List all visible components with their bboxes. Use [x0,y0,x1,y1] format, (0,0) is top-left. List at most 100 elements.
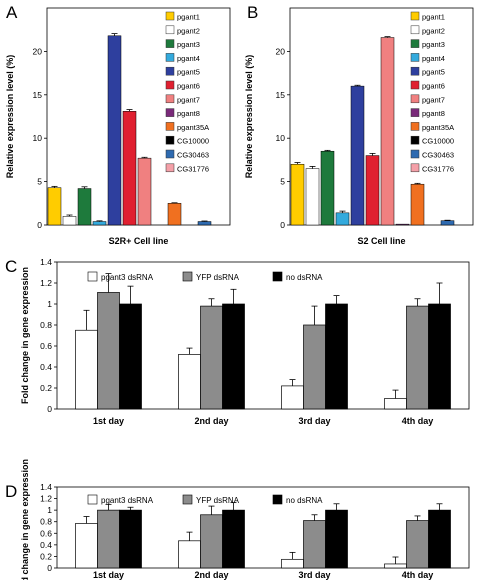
panel-a-ytick-label: 5 [37,177,42,187]
panel-c-bar-2 [119,303,142,410]
panel-c-bar-1 [97,292,120,410]
panel-c-category-label: 3rd day [298,416,330,426]
panel-d-bar-1 [406,520,429,569]
panel-d-category-label: 1st day [93,570,124,580]
panel-a-bar-pgant2 [62,216,77,226]
panel-c-ytick-label: 1.4 [40,257,52,267]
panel-c-frame [56,261,470,410]
panel-b-legend-swatch [410,108,420,117]
panel-b-ytick-label: 5 [280,177,285,187]
panel-d-legend-entry: pgant3 dsRNA [101,496,154,505]
panel-d-legend-swatch [272,494,283,505]
panel-a-legend-swatch [165,53,175,62]
panel-c-ytick-label: 0.4 [40,362,52,372]
panel-b-ytick-label: 20 [276,46,286,56]
panel-b-legend-swatch [410,149,420,159]
panel-a-ytick-label: 0 [37,220,42,230]
panel-a-ytick-label: 10 [33,133,43,143]
panel-a-legend-swatch [165,94,175,104]
panel-b-legend-entry: pgant8 [422,109,445,118]
panel-a-legend-entry: pgant1 [177,13,200,22]
panel-d-category-label: 4th day [402,570,434,580]
panel-b-bar-pgant1 [290,163,305,226]
panel-a-legend-entry: pgant5 [177,68,200,77]
panel-c-ytick-label: 0 [47,404,52,414]
panel-d-ytick-label: 1 [47,505,52,515]
panel-b-bar-pgant7 [380,37,395,226]
panel-d-bar-1 [200,514,223,569]
panel-c-category-label: 1st day [93,416,124,426]
panel-d-ytick-label: 0.4 [40,540,52,550]
panel-a-legend-entry: pgant35A [177,123,209,132]
panel-b-legend-swatch [410,53,420,62]
panel-a-legend-swatch [165,80,175,90]
panel-b-legend-swatch [410,80,420,90]
panel-a-bar-pgant3 [77,188,92,226]
panel-b-ylabel: Relative expression level (%) [244,55,254,179]
panel-a-bar-pgant35A [167,203,182,226]
panel-b-legend-swatch [410,163,420,173]
panel-a-legend-entry: CG30463 [177,151,209,160]
panel-d-bar-0 [281,558,304,569]
panel-c-legend-swatch [87,271,98,282]
panel-b-legend-entry: pgant6 [422,82,445,91]
panel-b-legend-swatch [410,25,420,35]
panel-d-bar-2 [222,509,245,569]
panel-a-label: A [6,3,18,22]
panel-d-bar-2 [428,509,451,569]
panel-b-ytick-label: 15 [276,90,286,100]
panel-a-legend-entry: pgant8 [177,109,200,118]
panel-b-legend-swatch [410,11,420,21]
panel-d-bar-2 [119,509,142,569]
panel-c-legend-entry: no dsRNA [286,273,323,282]
panel-c-category-label: 2nd day [194,416,228,426]
panel-c-ytick-label: 0.8 [40,320,52,330]
panel-a-bar-pgant5 [107,35,122,226]
panel-c-legend-swatch [182,271,193,282]
panel-a-legend-swatch [165,66,175,76]
panel-c-legend-entry: pgant3 dsRNA [101,273,154,282]
panel-a-legend-swatch [165,135,175,145]
panel-d-bar-0 [178,540,201,569]
panel-d-legend-entry: no dsRNA [286,496,323,505]
panel-c-legend-swatch [272,271,283,282]
panel-a-ylabel: Relative expression level (%) [5,55,15,179]
panel-c-bar-0 [384,398,407,410]
panel-b-legend-entry: pgant5 [422,68,445,77]
panel-a-legend-entry: pgant7 [177,95,200,104]
panel-c-bar-0 [281,385,304,410]
panel-a-bar-pgant6 [122,111,137,226]
panel-b-legend-entry: pgant7 [422,95,445,104]
panel-b-legend-entry: pgant1 [422,13,445,22]
panel-a-legend-entry: CG10000 [177,137,209,146]
panel-c-category-label: 4th day [402,416,434,426]
panel-a-legend-entry: pgant4 [177,54,200,63]
panel-c-bar-0 [178,354,201,410]
panel-d-bar-1 [97,509,120,569]
panel-d-bar-2 [325,509,348,569]
panel-a-legend-swatch [165,163,175,173]
panel-b-bar-pgant35A [410,183,425,226]
panel-c-ytick-label: 0.6 [40,341,52,351]
panel-c-bar-1 [303,324,326,410]
panel-c-bar-0 [75,329,98,410]
panel-c-bar-1 [406,305,429,410]
panel-d-bar-0 [384,563,407,569]
panel-b-bar-CG30463 [440,220,455,226]
panel-d-ytick-label: 0 [47,563,52,573]
panel-c-ylabel: Fold change in gene expression [20,267,30,404]
panel-c-legend-entry: YFP dsRNA [196,273,240,282]
panel-b-legend-swatch [410,66,420,76]
panel-d-category-label: 2nd day [194,570,228,580]
panel-b-bar-pgant4 [335,212,350,226]
panel-a-bar-pgant7 [137,157,152,226]
panel-c-label: C [5,257,17,276]
panel-d-ylabel: Fold change in gene expression [20,459,30,580]
panel-b-legend-entry: CG31776 [422,164,454,173]
panel-d-legend-entry: YFP dsRNA [196,496,240,505]
panel-c-ytick-label: 0.2 [40,383,52,393]
panel-a-legend-swatch [165,122,175,131]
panel-b-legend-entry: pgant4 [422,54,445,63]
panel-c-ytick-label: 1 [47,299,52,309]
